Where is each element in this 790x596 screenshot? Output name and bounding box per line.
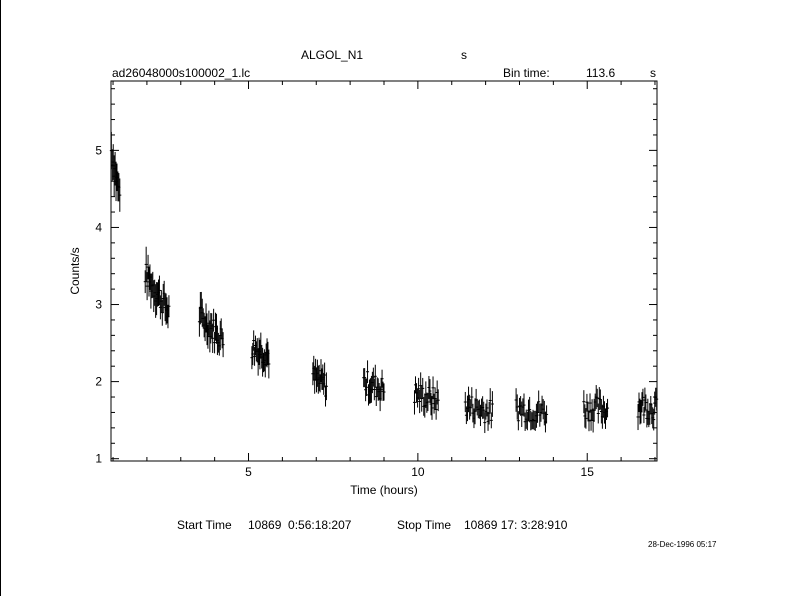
data-point <box>433 387 437 410</box>
data-point <box>373 364 377 388</box>
data-point <box>636 403 640 431</box>
tick-labels: 5 10 15 1 2 3 4 5 <box>95 143 594 479</box>
data-point <box>318 374 322 393</box>
data-point <box>545 405 549 424</box>
data-point <box>430 396 434 420</box>
data-point <box>463 391 467 413</box>
x-tick-label: 15 <box>581 465 595 479</box>
data-point <box>595 388 599 408</box>
data-point <box>412 390 416 415</box>
start-time-label: Start Time <box>177 518 232 532</box>
data-point <box>382 383 386 401</box>
data-point <box>426 392 430 412</box>
bin-time-value: 113.6 <box>586 66 616 80</box>
data-point <box>267 349 271 379</box>
data-point <box>252 330 256 351</box>
data-point <box>371 367 375 387</box>
data-point <box>146 254 150 280</box>
window-left-edge <box>0 0 1 596</box>
data-point <box>655 387 659 411</box>
data-point <box>473 398 477 425</box>
data-point <box>641 388 645 406</box>
axis-ticks <box>111 81 657 461</box>
data-point <box>642 406 646 424</box>
plot-frame <box>110 80 658 462</box>
object-unit: s <box>461 48 467 62</box>
y-tick-label: 2 <box>95 375 102 389</box>
x-axis-label: Time (hours) <box>350 483 418 497</box>
stop-time-label: Stop Time <box>397 518 452 532</box>
data-point <box>596 403 600 424</box>
data-point <box>167 295 171 318</box>
y-tick-label: 5 <box>95 143 102 157</box>
data-point <box>587 410 591 432</box>
data-point <box>537 390 541 414</box>
data-point <box>379 377 383 401</box>
object-name: ALGOL_N1 <box>301 48 364 62</box>
data-point <box>584 408 588 429</box>
data-point <box>213 331 217 354</box>
data-point <box>482 401 486 419</box>
y-tick-label: 1 <box>95 452 102 466</box>
data-point <box>221 332 225 358</box>
data-point <box>588 393 592 413</box>
data-points <box>109 131 659 434</box>
data-point <box>522 393 526 417</box>
data-point <box>489 412 493 429</box>
data-point <box>366 360 370 384</box>
data-point <box>469 399 473 417</box>
data-point <box>528 396 532 423</box>
data-point <box>487 401 491 425</box>
data-point <box>162 280 166 306</box>
data-point <box>516 411 520 431</box>
data-point <box>417 377 421 400</box>
x-tick-label: 5 <box>245 465 252 479</box>
data-point <box>490 391 494 417</box>
data-point <box>380 369 384 388</box>
data-point <box>211 323 215 353</box>
y-tick-label: 4 <box>95 220 102 234</box>
data-point <box>324 372 328 401</box>
data-point <box>434 399 438 420</box>
data-point <box>144 246 148 283</box>
file-name: ad26048000s100002_1.lc <box>112 66 251 80</box>
data-point <box>488 388 492 413</box>
data-point <box>525 411 529 431</box>
data-point <box>418 389 422 414</box>
data-point <box>157 275 161 306</box>
data-point <box>323 362 327 388</box>
data-point <box>259 332 263 359</box>
bin-time-unit: s <box>650 66 656 80</box>
data-point <box>644 394 648 411</box>
data-point <box>470 387 474 407</box>
start-time-value: 10869 0:56:18:207 <box>248 518 352 532</box>
data-point <box>431 376 435 400</box>
x-tick-label: 10 <box>411 465 425 479</box>
y-tick-label: 3 <box>95 298 102 312</box>
data-point <box>483 412 487 434</box>
data-point <box>365 378 369 396</box>
data-point <box>251 342 255 366</box>
stop-time-value: 10869 17: 3:28:910 <box>464 518 568 532</box>
data-point <box>652 408 656 431</box>
data-point <box>145 272 149 301</box>
data-point <box>515 394 519 420</box>
data-point <box>485 399 489 417</box>
data-point <box>582 390 586 414</box>
data-point <box>606 398 610 418</box>
data-point <box>428 379 432 403</box>
data-point <box>253 347 257 366</box>
bin-time-label: Bin time: <box>503 66 550 80</box>
data-point <box>212 308 216 332</box>
data-point <box>436 389 440 412</box>
data-point <box>421 377 425 399</box>
data-point <box>118 178 122 212</box>
plot-timestamp: 28-Dec-1996 05:17 <box>648 540 717 549</box>
data-point <box>372 378 376 401</box>
data-point <box>363 368 367 388</box>
y-axis-label: Counts/s <box>68 247 82 294</box>
